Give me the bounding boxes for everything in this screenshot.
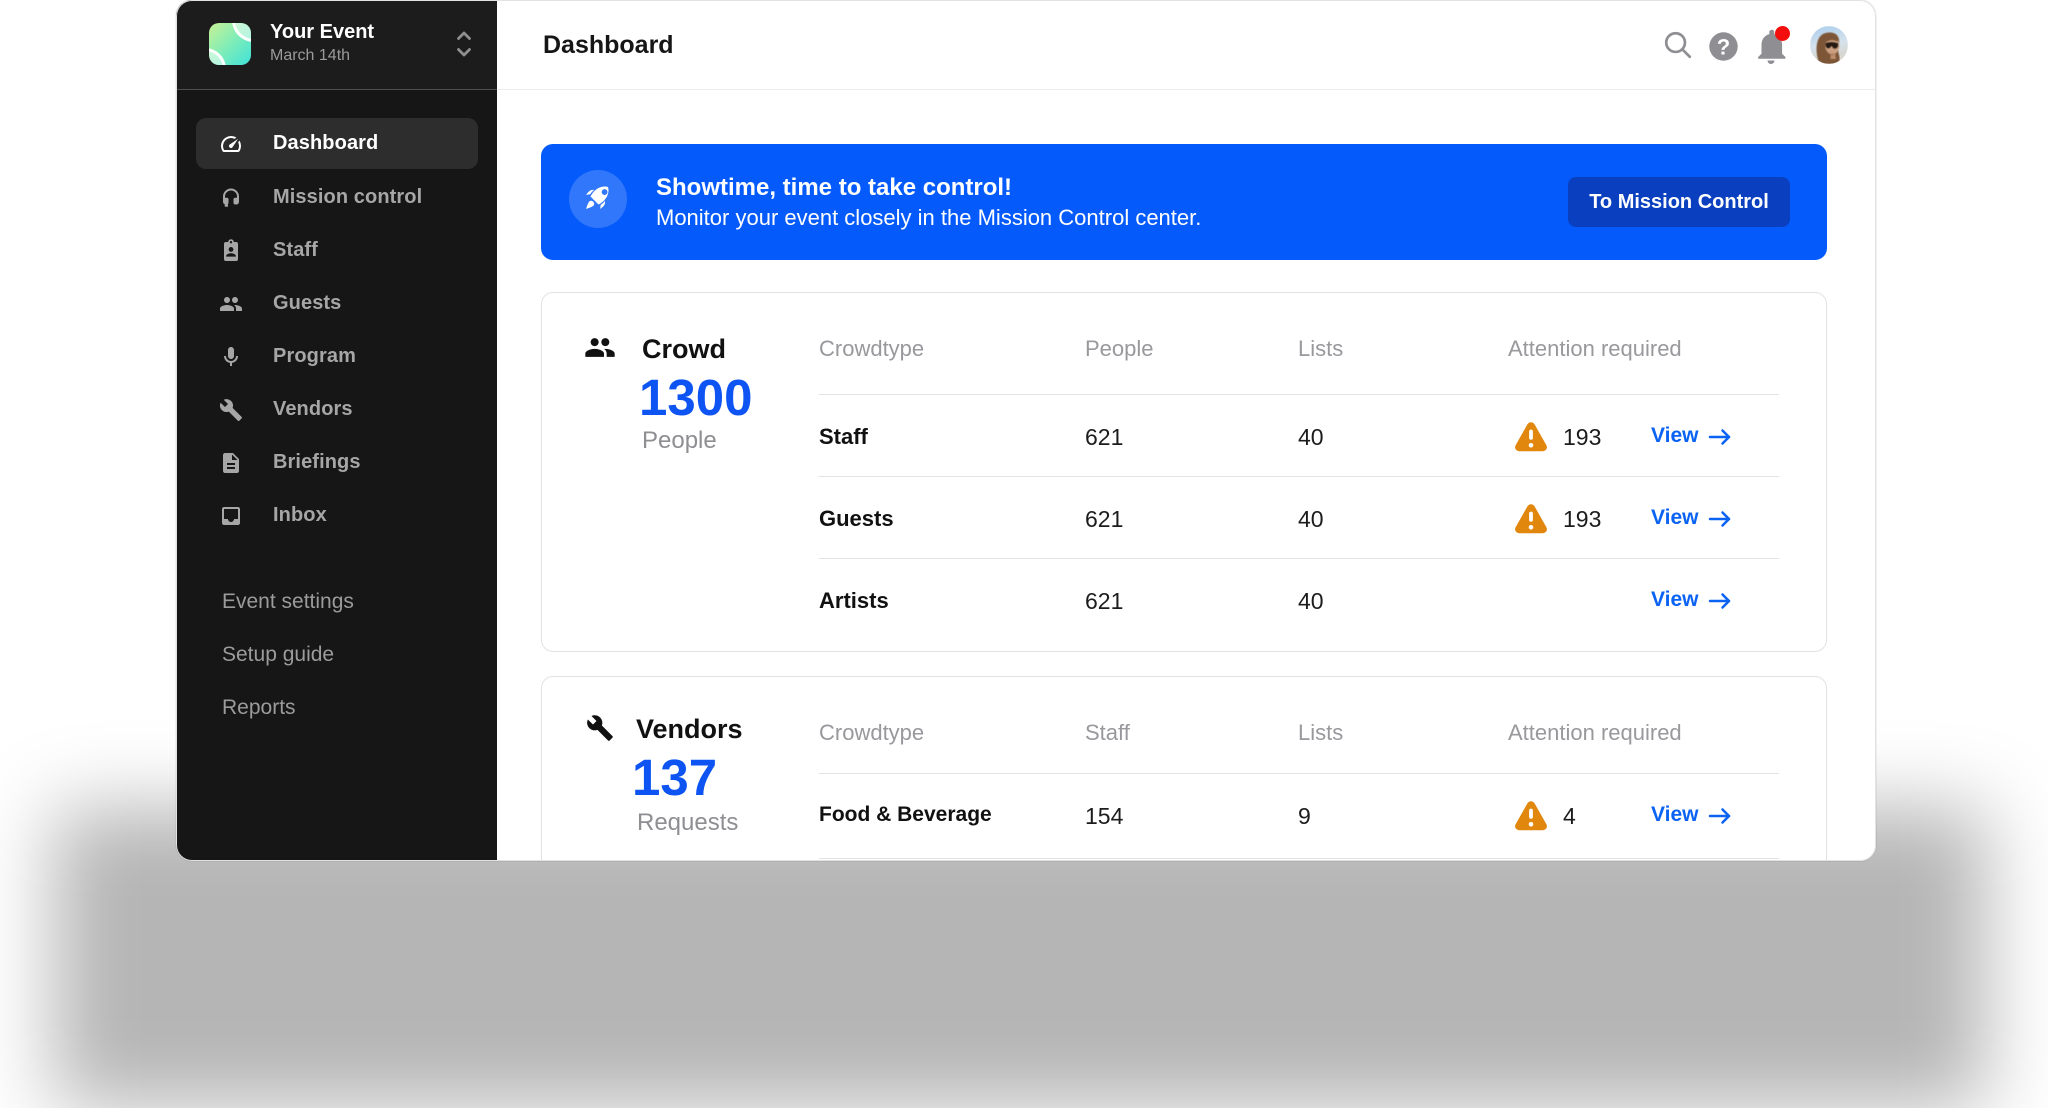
- svg-text:?: ?: [1717, 34, 1730, 59]
